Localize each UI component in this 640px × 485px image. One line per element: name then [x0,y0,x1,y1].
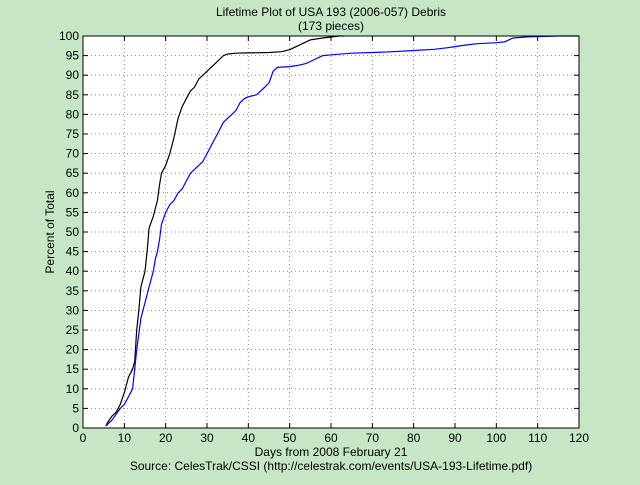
y-tick-label: 75 [66,127,80,141]
x-tick-label: 60 [324,431,338,445]
x-tick-label: 40 [242,431,256,445]
y-tick-label: 40 [66,264,80,278]
x-tick-label: 20 [159,431,173,445]
source-note: Source: CelesTrak/CSSI (http://celestrak… [130,459,532,473]
y-tick-label: 30 [66,303,80,317]
y-tick-label: 25 [66,323,80,337]
y-tick-label: 45 [66,245,80,259]
chart-title: Lifetime Plot of USA 193 (2006-057) Debr… [216,5,446,19]
y-tick-label: 0 [72,421,79,435]
y-axis-label: Percent of Total [43,190,57,273]
series-line-2 [105,35,579,427]
y-tick-label: 95 [66,49,80,63]
y-tick-label: 10 [66,382,80,396]
x-tick-label: 90 [448,431,462,445]
plot-frame [82,35,580,429]
y-tick-label: 90 [66,68,80,82]
ticks: 0 10 20 30 40 50 60 70 80 90 100 110 120 0 5 10 15 20 25 30… [59,29,589,445]
x-tick-label: 120 [569,431,589,445]
series-line-1 [105,35,344,427]
y-tick-label: 100 [59,29,79,43]
chart-subtitle: (173 pieces) [298,19,364,33]
y-tick-label: 15 [66,362,80,376]
x-tick-label: 30 [200,431,214,445]
x-tick-label: 10 [118,431,132,445]
series-layer [105,35,579,427]
y-tick-label: 85 [66,88,80,102]
x-tick-label: 110 [528,431,547,445]
x-axis-label: Days from 2008 February 21 [255,445,408,459]
x-tick-label: 70 [366,431,380,445]
y-tick-label: 60 [66,186,80,200]
y-tick-label: 80 [66,107,80,121]
y-tick-label: 5 [72,401,79,415]
y-tick-label: 55 [66,205,80,219]
y-tick-label: 65 [66,166,80,180]
x-tick-label: 80 [407,431,421,445]
y-tick-label: 35 [66,284,80,298]
x-tick-label: 50 [283,431,297,445]
y-tick-label: 20 [66,343,80,357]
grid [83,36,579,428]
x-tick-label: 100 [486,431,506,445]
y-tick-label: 70 [66,147,80,161]
x-tick-label: 0 [80,431,87,445]
y-tick-label: 50 [66,225,80,239]
